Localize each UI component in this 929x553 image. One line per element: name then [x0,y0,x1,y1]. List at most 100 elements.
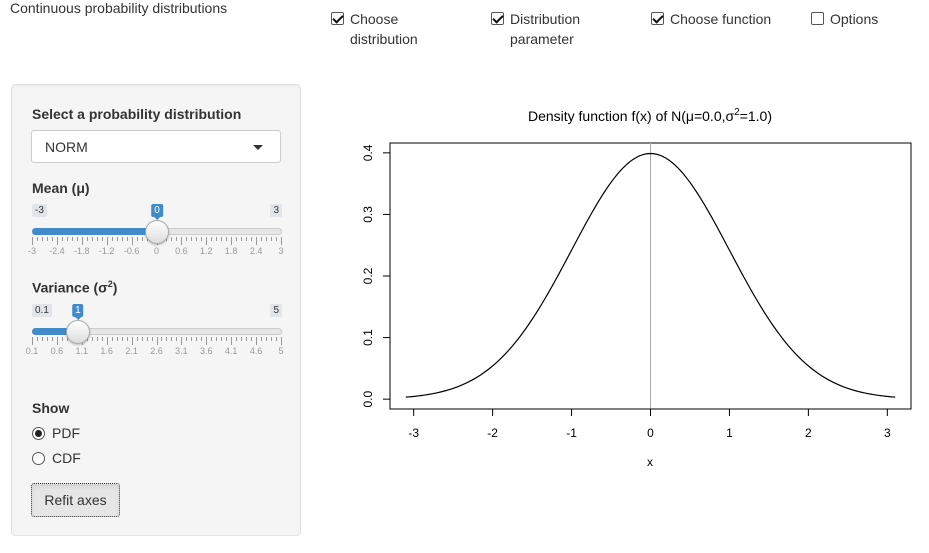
slider-minor-tick [251,337,253,341]
slider-major-tick [231,237,233,245]
show-label: Show [32,400,70,416]
slider-value-label: 1 [72,304,84,320]
density-plot: Density function f(x) of N(μ=0.0,σ2=1.0)… [361,107,912,469]
y-tick-label: 0.4 [361,144,375,161]
slider-minor-tick [36,237,38,241]
slider-max-label: 5 [270,304,282,317]
variance-label: Variance (σ2) [32,279,118,296]
slider-minor-tick [101,337,103,341]
distribution-select-value: NORM [45,139,88,155]
slider-major-tick [206,237,208,245]
slider-major-tick [56,237,58,245]
slider-major-tick [256,237,258,245]
slider-minor-tick [216,237,218,241]
x-tick-label: 1 [726,426,733,440]
slider-minor-tick [191,237,193,241]
plot-title: Density function f(x) of N(μ=0.0,σ2=1.0) [528,107,772,124]
slider-grid-label: -1.8 [74,246,90,256]
slider-fill [32,328,78,335]
slider-grid-label: -1.2 [98,246,115,256]
slider-handle[interactable] [65,320,90,344]
slider-major-tick [56,337,58,345]
checkbox-mark[interactable] [331,12,344,25]
slider-min-label: 0.1 [32,304,52,317]
slider-minor-tick [146,337,148,341]
checkbox-mark[interactable] [811,12,824,25]
slider-minor-tick [61,237,63,241]
radio-selected-icon[interactable] [32,426,45,440]
slider-grid-label: 0.6 [175,246,188,256]
options-checkbox[interactable]: Options [811,9,878,29]
slider-minor-tick [96,337,98,341]
slider-major-tick [32,237,33,245]
slider-minor-tick [261,237,263,241]
y-tick-label: 0.0 [361,390,375,407]
slider-grid-label: 0.6 [50,346,64,356]
refit-axes-button[interactable]: Refit axes [31,483,120,517]
slider-minor-tick [266,237,268,241]
radio-label: CDF [52,450,81,466]
distribution-parameter-checkbox[interactable]: Distribution parameter [491,9,580,49]
x-tick-label: 2 [805,426,812,440]
slider-minor-tick [71,237,73,241]
variance-slider[interactable]: 0.1 5 1 0.1 0.6 1.1 1.6 2.1 2.6 3.1 3.6 4.1 4.6 5 [26,304,284,364]
slider-grid-label: 0 [153,246,160,256]
choose-distribution-checkbox[interactable]: Choose distribution [331,9,418,49]
slider-minor-tick [141,337,143,341]
slider-minor-tick [236,237,238,241]
slider-minor-tick [216,337,218,341]
slider-minor-tick [41,337,43,341]
slider-grid-label: 1.6 [100,346,113,356]
slider-min-label: -3 [32,204,47,217]
distribution-select-label: Select a probability distribution [32,106,242,122]
slider-grid-label: 1.2 [200,246,213,256]
slider-major-tick [106,237,108,245]
choose-function-checkbox[interactable]: Choose function [651,9,771,29]
slider-minor-tick [236,337,238,341]
radio-label: PDF [52,425,80,441]
slider-minor-tick [276,237,278,241]
sidebar-panel: Select a probability distribution NORM M… [11,84,301,536]
y-tick-label: 0.2 [361,267,375,284]
slider-minor-tick [116,337,118,341]
slider-major-tick [256,337,258,345]
distribution-select[interactable]: NORM [31,130,281,163]
slider-grid-label: 0.1 [25,346,39,356]
slider-major-tick [181,337,183,345]
x-tick-label: -1 [566,426,577,440]
slider-grid-label: 1.8 [224,246,238,256]
checkbox-label: Distribution parameter [510,11,581,47]
radio-pdf[interactable]: PDF [32,425,80,441]
slider-minor-tick [221,237,223,241]
slider-minor-tick [136,237,138,241]
mean-slider[interactable]: -3 3 0 -3 -2.4 -1.8 -1.2 -0.6 0 0.6 1.2 1.8 2.4 3 [28,204,284,264]
slider-minor-tick [91,237,93,241]
slider-minor-tick [201,237,203,241]
slider-minor-tick [166,237,168,241]
x-tick-label: -2 [487,426,498,440]
slider-minor-tick [176,237,178,241]
checkbox-mark[interactable] [491,12,504,25]
slider-major-tick [32,337,33,345]
slider-major-tick [131,237,133,245]
slider-max-label: 3 [270,204,282,217]
slider-minor-tick [121,337,123,341]
mean-label: Mean (μ) [32,180,90,196]
slider-minor-tick [161,337,163,341]
slider-minor-tick [111,237,113,241]
checkbox-mark[interactable] [651,12,664,25]
app-title: Continuous probability distributions [10,0,228,16]
slider-handle[interactable] [145,220,169,244]
slider-minor-tick [271,237,273,241]
slider-major-tick [281,337,282,345]
radio-unselected-icon[interactable] [32,451,45,465]
slider-minor-tick [166,337,168,341]
radio-cdf[interactable]: CDF [32,450,81,466]
slider-grid-label: 2.6 [150,346,163,356]
x-tick-label: -3 [408,426,419,440]
slider-minor-tick [211,237,213,241]
slider-minor-tick [51,237,53,241]
slider-minor-tick [151,337,153,341]
caret-down-icon [253,145,263,150]
slider-value-label: 0 [151,204,163,220]
